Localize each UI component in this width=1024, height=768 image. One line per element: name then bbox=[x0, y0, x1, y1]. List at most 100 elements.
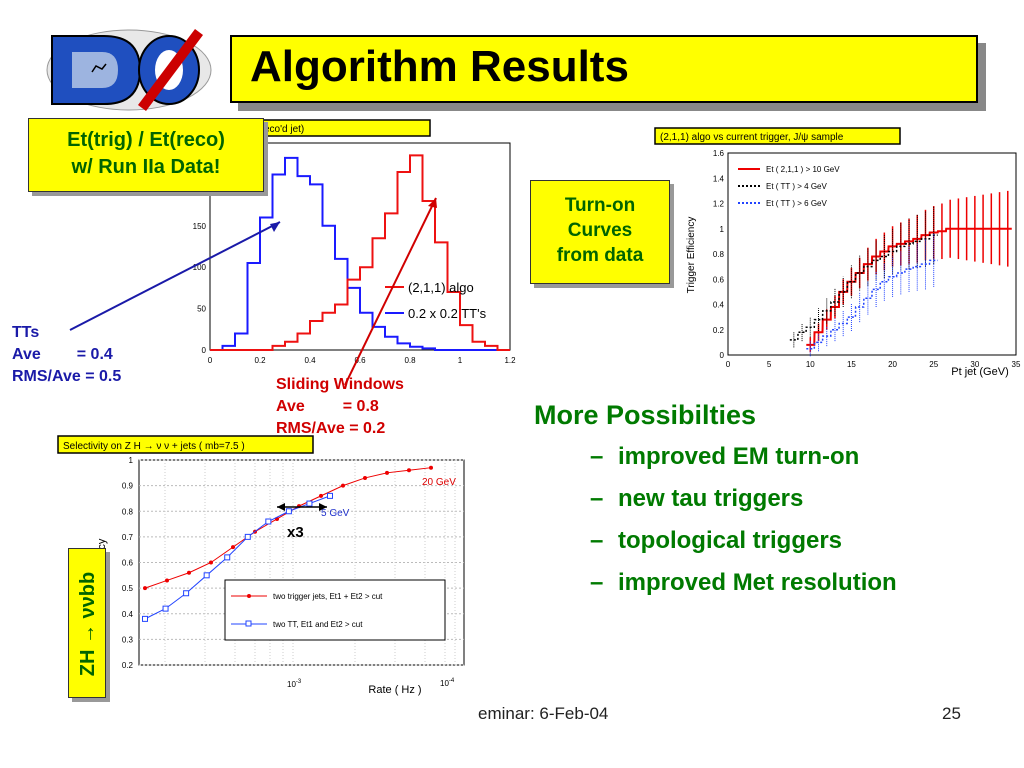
data-point bbox=[209, 560, 213, 565]
x-tick-label: 0.2 bbox=[254, 356, 266, 365]
tts-label: TTs bbox=[12, 324, 40, 341]
y-tick-label: 0.4 bbox=[713, 301, 725, 310]
annotation-20gev: 20 GeV bbox=[422, 477, 456, 488]
x-tick-label: 15 bbox=[847, 360, 856, 369]
y-tick-label: 0.7 bbox=[122, 533, 134, 542]
possibilities-heading: More Possibilties bbox=[534, 400, 757, 430]
chart3-title: Selectivity on Z H → ν ν + jets ( mb=7.5… bbox=[63, 441, 245, 452]
y-tick-label: 0.9 bbox=[122, 482, 134, 491]
data-point bbox=[319, 493, 323, 498]
chart2-xlabel: Pt jet (GeV) bbox=[951, 366, 1008, 378]
annotation-x3: x3 bbox=[287, 524, 304, 541]
svg-text:10-4: 10-4 bbox=[440, 678, 455, 688]
zh-callout: ZH → ννbb bbox=[68, 548, 106, 698]
y-tick-label: 50 bbox=[197, 305, 206, 314]
ratio-callout: Et(trig) / Et(reco) w/ Run IIa Data! bbox=[28, 118, 264, 192]
data-point bbox=[363, 475, 367, 480]
data-point bbox=[203, 572, 210, 579]
data-point bbox=[143, 586, 147, 591]
data-point bbox=[165, 578, 169, 583]
y-tick-label: 0.5 bbox=[122, 584, 134, 593]
possibility-item: – improved Met resolution bbox=[590, 569, 897, 596]
data-point bbox=[244, 533, 251, 540]
y-tick-label: 0 bbox=[202, 346, 207, 355]
data-point bbox=[385, 470, 389, 475]
y-tick-label: 1.6 bbox=[713, 149, 725, 158]
sliding-stats: Sliding Windows Ave = 0.8 RMS/Ave = 0.2 bbox=[276, 374, 404, 440]
series-tts bbox=[210, 156, 510, 351]
data-point bbox=[327, 492, 333, 499]
y-tick-label: 0.2 bbox=[713, 326, 725, 335]
chart1-ticks: 00.20.40.60.811.2050100150200 bbox=[193, 180, 516, 365]
data-point bbox=[306, 500, 313, 507]
chart2-legend: Et ( 2,1,1 ) > 10 GeV Et ( TT ) > 4 GeV … bbox=[738, 165, 840, 208]
turnon-line1: Turn-on bbox=[564, 195, 636, 216]
svg-text:Et ( TT ) > 6 GeV: Et ( TT ) > 6 GeV bbox=[766, 199, 828, 208]
turnon-line2: Curves bbox=[567, 220, 633, 241]
svg-text:10-3: 10-3 bbox=[287, 679, 302, 689]
data-point bbox=[407, 468, 411, 473]
possibility-item: – improved EM turn-on bbox=[590, 443, 860, 470]
data-point bbox=[187, 570, 191, 575]
chart2-frame bbox=[727, 152, 1017, 356]
ratio-callout-line1: Et(trig) / Et(reco) bbox=[67, 129, 225, 151]
svg-text:two TT, Et1 and Et2 > cut: two TT, Et1 and Et2 > cut bbox=[273, 620, 363, 629]
x-tick-label: 0 bbox=[726, 360, 731, 369]
tts-ave-label: Ave bbox=[12, 346, 41, 363]
y-tick-label: 0.4 bbox=[122, 610, 134, 619]
data-point bbox=[231, 545, 235, 550]
y-tick-label: 0.8 bbox=[122, 507, 134, 516]
turnon-callout: Turn-on Curves from data bbox=[530, 180, 670, 284]
chart1-legend: (2,1,1) algo 0.2 x 0.2 TT's bbox=[385, 280, 487, 321]
y-tick-label: 0.8 bbox=[713, 250, 725, 259]
svg-text:Rate ( Hz ): Rate ( Hz ) bbox=[368, 684, 421, 696]
series-algo bbox=[210, 154, 510, 351]
y-tick-label: 0.2 bbox=[122, 661, 134, 670]
series-line bbox=[806, 259, 938, 350]
chart2-ylabel: Trigger Efficiency bbox=[686, 217, 697, 294]
sliding-ave-label: Ave bbox=[276, 398, 305, 415]
ratio-histogram-chart: eco'd jet) 00.20.40.60.811.2050100150200… bbox=[193, 119, 516, 365]
possibilities-block: More Possibilties – improved EM turn-on –… bbox=[534, 400, 897, 597]
title-box bbox=[230, 35, 978, 103]
chart2-title: (2,1,1) algo vs current trigger, J/ψ sam… bbox=[660, 132, 844, 143]
page-title: Algorithm Results bbox=[250, 42, 629, 91]
x-tick-label: 10 bbox=[806, 360, 815, 369]
annotation-5gev: 5 GeV bbox=[321, 508, 350, 519]
data-point bbox=[224, 554, 231, 561]
x-tick-label: 5 bbox=[767, 360, 772, 369]
chart2-title-box bbox=[654, 127, 901, 145]
svg-text:Et ( 2,1,1 ) > 10 GeV: Et ( 2,1,1 ) > 10 GeV bbox=[766, 165, 840, 174]
svg-text:two trigger jets, Et1 + Et2 >: two trigger jets, Et1 + Et2 > cut bbox=[273, 592, 383, 601]
y-tick-label: 1.2 bbox=[713, 200, 725, 209]
x-tick-label: 0.8 bbox=[404, 356, 416, 365]
sliding-ave-value: = 0.8 bbox=[342, 398, 379, 415]
sliding-rms: RMS/Ave = 0.2 bbox=[276, 420, 386, 437]
y-tick-label: 1 bbox=[720, 225, 725, 234]
x-tick-label: 20 bbox=[888, 360, 897, 369]
y-tick-label: 0 bbox=[720, 351, 725, 360]
footer-text: eminar: 6-Feb-04 bbox=[478, 704, 609, 723]
data-point bbox=[341, 483, 345, 488]
data-point bbox=[162, 605, 169, 612]
y-tick-label: 0.3 bbox=[122, 635, 134, 644]
data-point bbox=[183, 590, 190, 597]
svg-text:Et ( TT ) > 4 GeV: Et ( TT ) > 4 GeV bbox=[766, 182, 828, 191]
turnon-chart: (2,1,1) algo vs current trigger, J/ψ sam… bbox=[654, 127, 1021, 378]
selectivity-chart: Selectivity on Z H → ν ν + jets ( mb=7.5… bbox=[57, 435, 465, 696]
y-tick-label: 1.4 bbox=[713, 174, 725, 183]
x-tick-label: 0.4 bbox=[304, 356, 316, 365]
x-tick-label: 35 bbox=[1012, 360, 1021, 369]
legend-tts: 0.2 x 0.2 TT's bbox=[408, 306, 487, 321]
chart1-frame bbox=[209, 142, 511, 351]
y-tick-label: 150 bbox=[193, 222, 207, 231]
tts-arrow bbox=[69, 221, 281, 331]
x-tick-label: 1.2 bbox=[504, 356, 516, 365]
y-tick-label: 100 bbox=[193, 263, 207, 272]
ratio-callout-line2: w/ Run IIa Data! bbox=[71, 156, 221, 178]
x-tick-label: 30 bbox=[970, 360, 979, 369]
y-tick-label: 1 bbox=[129, 456, 134, 465]
data-point bbox=[265, 518, 272, 525]
y-tick-label: 0.6 bbox=[122, 559, 134, 568]
